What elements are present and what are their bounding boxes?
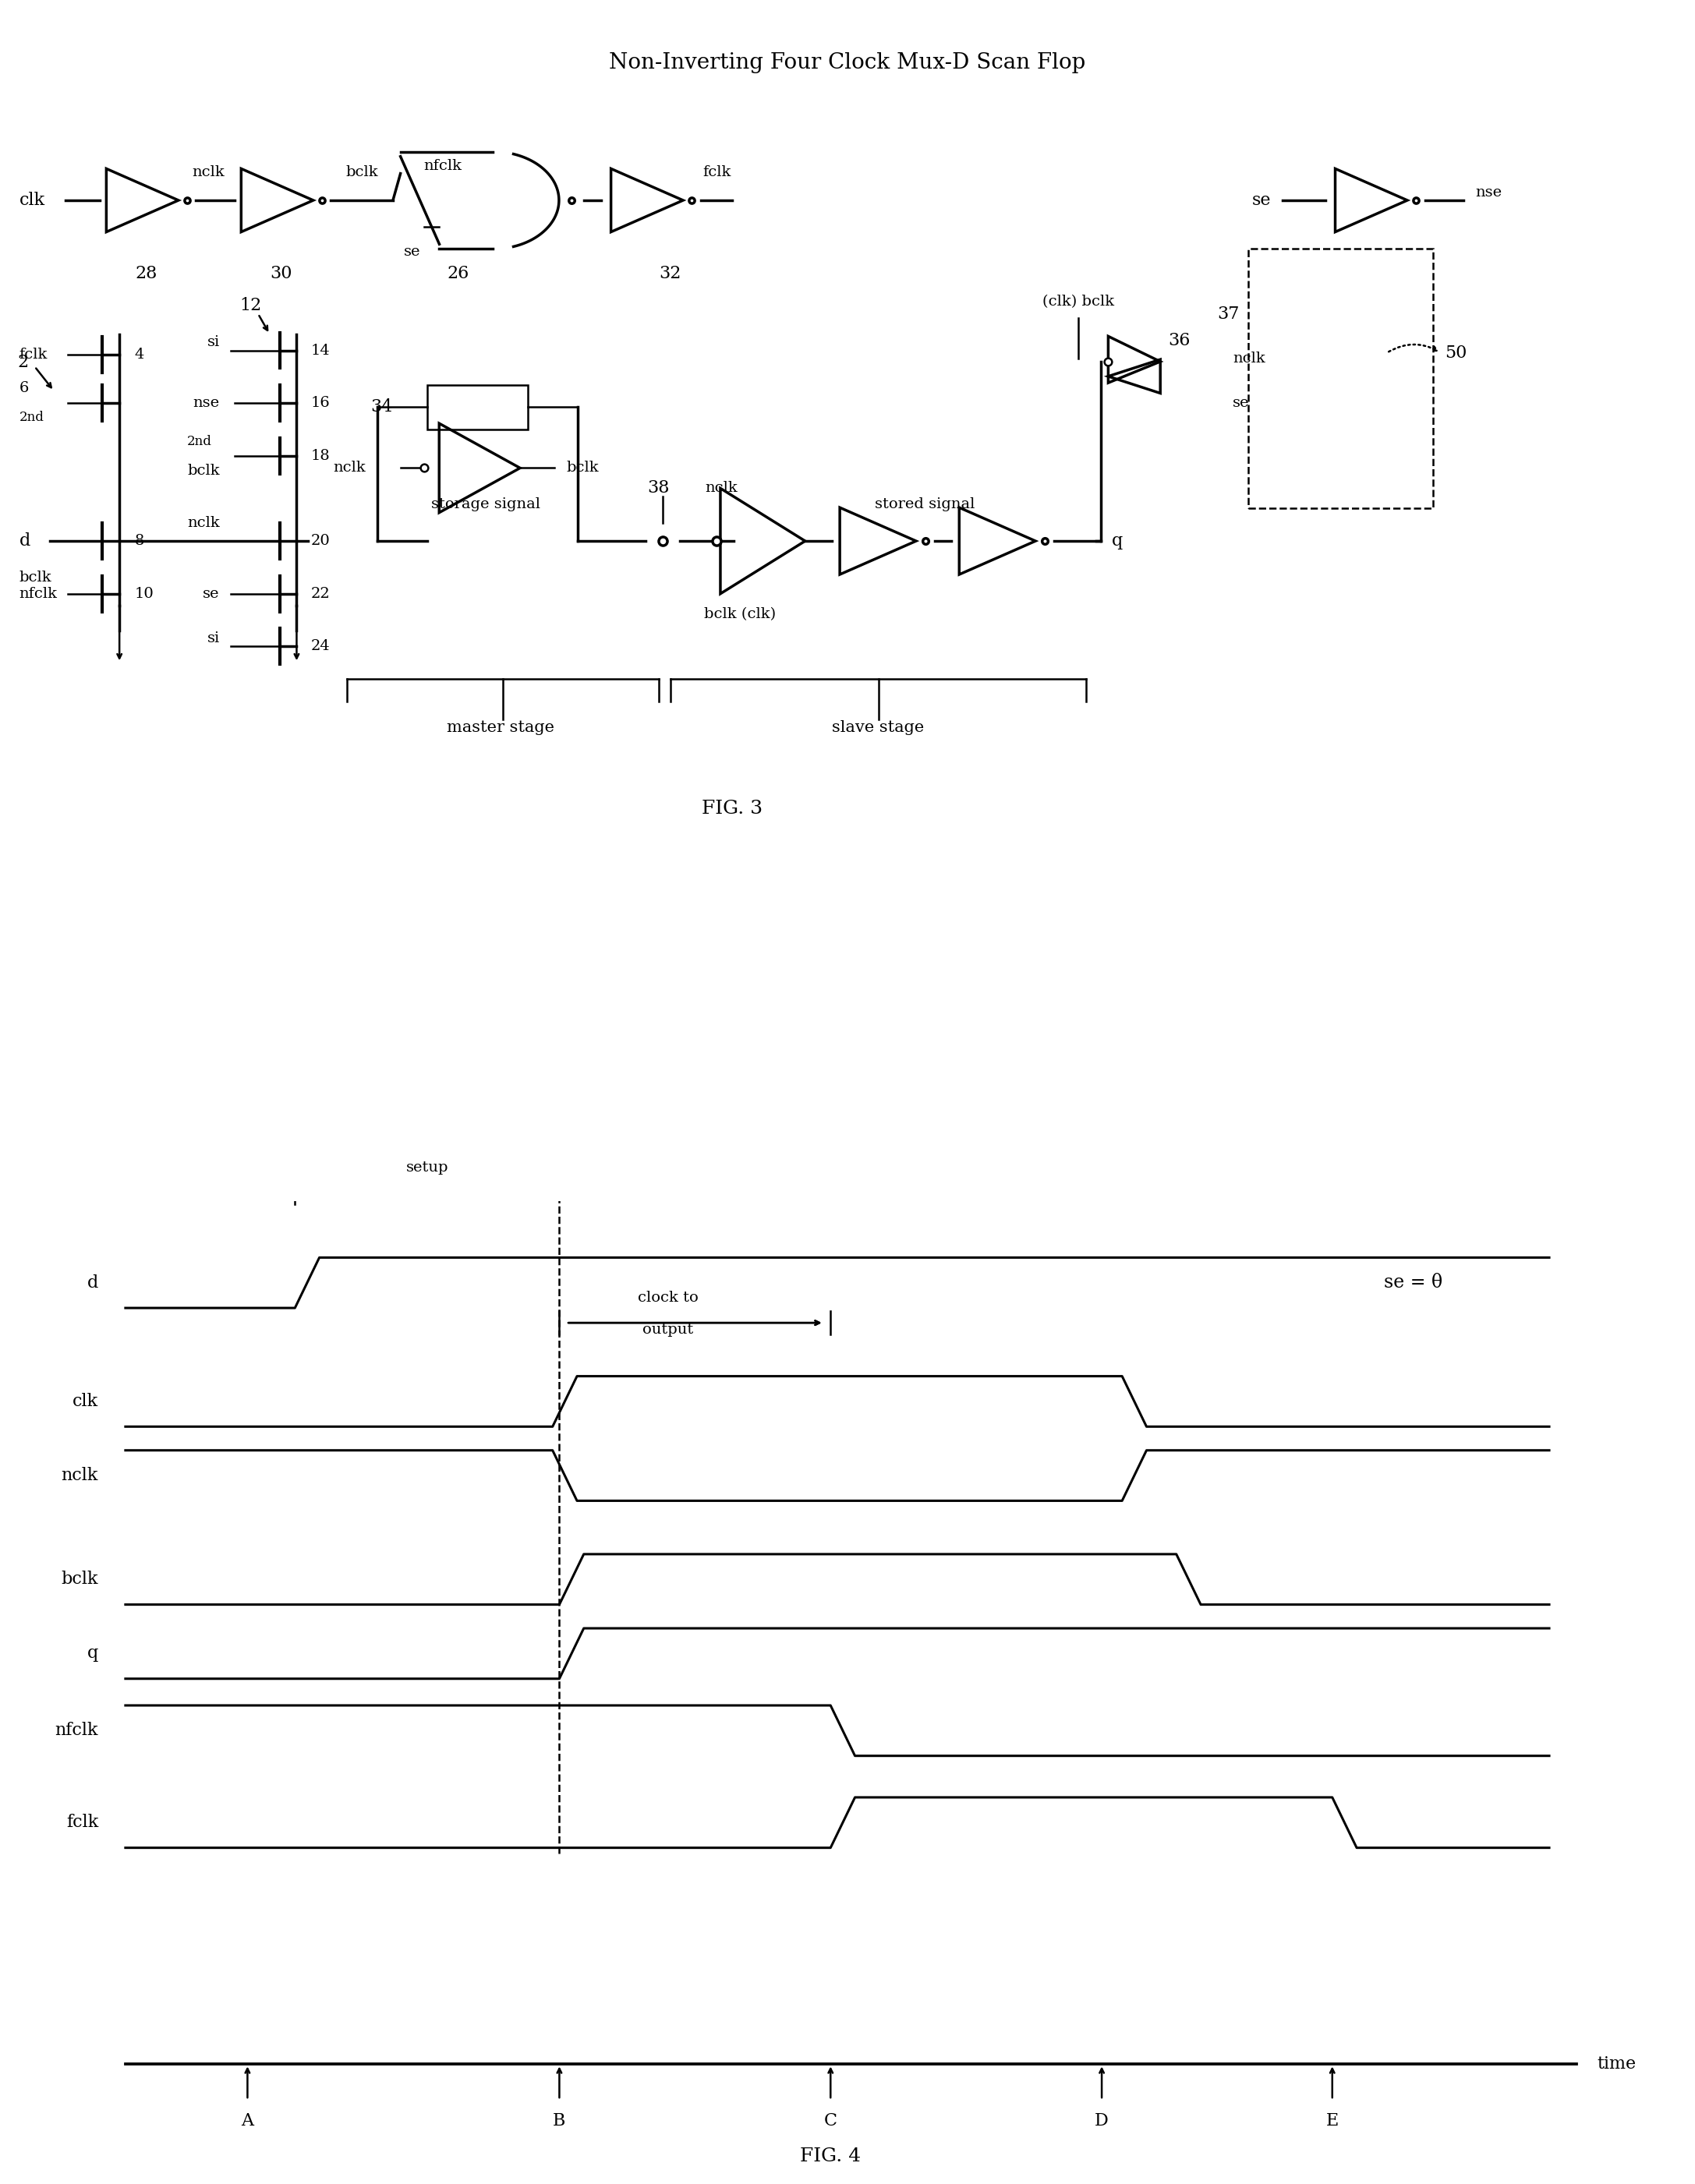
- Text: slave stage: slave stage: [832, 721, 924, 736]
- Text: nse: nse: [193, 395, 220, 411]
- Text: fclk: fclk: [702, 166, 731, 179]
- Text: bclk: bclk: [61, 1570, 98, 1588]
- Text: stored signal: stored signal: [875, 498, 975, 511]
- Text: se: se: [403, 245, 420, 258]
- Text: Non-Inverting Four Clock Mux-D Scan Flop: Non-Inverting Four Clock Mux-D Scan Flop: [609, 52, 1086, 72]
- Text: time: time: [1597, 2055, 1636, 2073]
- Text: se: se: [1232, 395, 1249, 411]
- Text: nclk: nclk: [186, 515, 220, 531]
- Text: bclk (clk): bclk (clk): [703, 607, 776, 620]
- Text: FIG. 4: FIG. 4: [800, 2147, 861, 2164]
- Text: 12: 12: [239, 297, 261, 314]
- Text: 28: 28: [136, 264, 158, 282]
- Text: (clk) bclk: (clk) bclk: [1042, 295, 1115, 308]
- Text: setup: setup: [405, 1160, 449, 1175]
- Text: 16: 16: [310, 395, 331, 411]
- Text: D: D: [1095, 2112, 1109, 2129]
- Text: bclk: bclk: [346, 166, 378, 179]
- Text: si: si: [207, 631, 220, 644]
- Text: nse: nse: [1475, 186, 1502, 199]
- Text: clk: clk: [19, 192, 46, 210]
- Text: C: C: [824, 2112, 837, 2129]
- Text: bclk: bclk: [566, 461, 598, 474]
- Text: se: se: [203, 587, 220, 601]
- Text: 36: 36: [1168, 332, 1190, 349]
- Text: q: q: [86, 1645, 98, 1662]
- Text: clk: clk: [73, 1393, 98, 1411]
- Text: q: q: [1112, 533, 1124, 550]
- Text: 50: 50: [1444, 345, 1466, 360]
- Text: 10: 10: [136, 587, 154, 601]
- Text: nclk: nclk: [334, 461, 366, 474]
- Text: nfclk: nfclk: [54, 1721, 98, 1738]
- Text: nclk: nclk: [192, 166, 224, 179]
- Text: nfclk: nfclk: [424, 159, 463, 173]
- Text: 2nd: 2nd: [19, 411, 44, 424]
- Text: d: d: [86, 1273, 98, 1291]
- Text: d: d: [19, 533, 31, 550]
- Text: FIG. 3: FIG. 3: [702, 799, 763, 817]
- Text: E: E: [1325, 2112, 1339, 2129]
- Text: 24: 24: [310, 640, 331, 653]
- Text: 2: 2: [17, 354, 29, 371]
- Text: nclk: nclk: [1232, 352, 1264, 365]
- Text: 4: 4: [136, 347, 144, 360]
- Text: 34: 34: [370, 400, 393, 415]
- Text: nclk: nclk: [705, 480, 737, 496]
- Text: 8: 8: [136, 535, 144, 548]
- Bar: [427, 384, 527, 430]
- Text: master stage: master stage: [447, 721, 554, 736]
- Text: 6: 6: [19, 382, 29, 395]
- Text: B: B: [553, 2112, 566, 2129]
- Text: output: output: [642, 1324, 693, 1337]
- Text: bclk: bclk: [186, 463, 220, 478]
- Text: 38: 38: [647, 480, 670, 496]
- Text: se = θ: se = θ: [1385, 1273, 1442, 1291]
- Text: bclk: bclk: [19, 570, 53, 585]
- Text: nclk: nclk: [61, 1468, 98, 1485]
- Text: 37: 37: [1217, 306, 1239, 323]
- Text: 18: 18: [310, 450, 331, 463]
- Bar: [1248, 249, 1432, 509]
- Text: storage signal: storage signal: [431, 498, 541, 511]
- Text: 14: 14: [310, 343, 331, 358]
- Text: si: si: [207, 336, 220, 349]
- Text: 20: 20: [310, 535, 331, 548]
- Text: 26: 26: [447, 264, 470, 282]
- Text: fclk: fclk: [19, 347, 47, 360]
- Text: A: A: [241, 2112, 254, 2129]
- Text: nfclk: nfclk: [19, 587, 58, 601]
- Text: se: se: [1253, 192, 1271, 210]
- Text: 2nd: 2nd: [186, 435, 212, 448]
- Text: 30: 30: [270, 264, 292, 282]
- Text: 32: 32: [659, 264, 681, 282]
- Text: 22: 22: [310, 587, 331, 601]
- Text: clock to: clock to: [637, 1291, 698, 1306]
- Text: fclk: fclk: [66, 1815, 98, 1830]
